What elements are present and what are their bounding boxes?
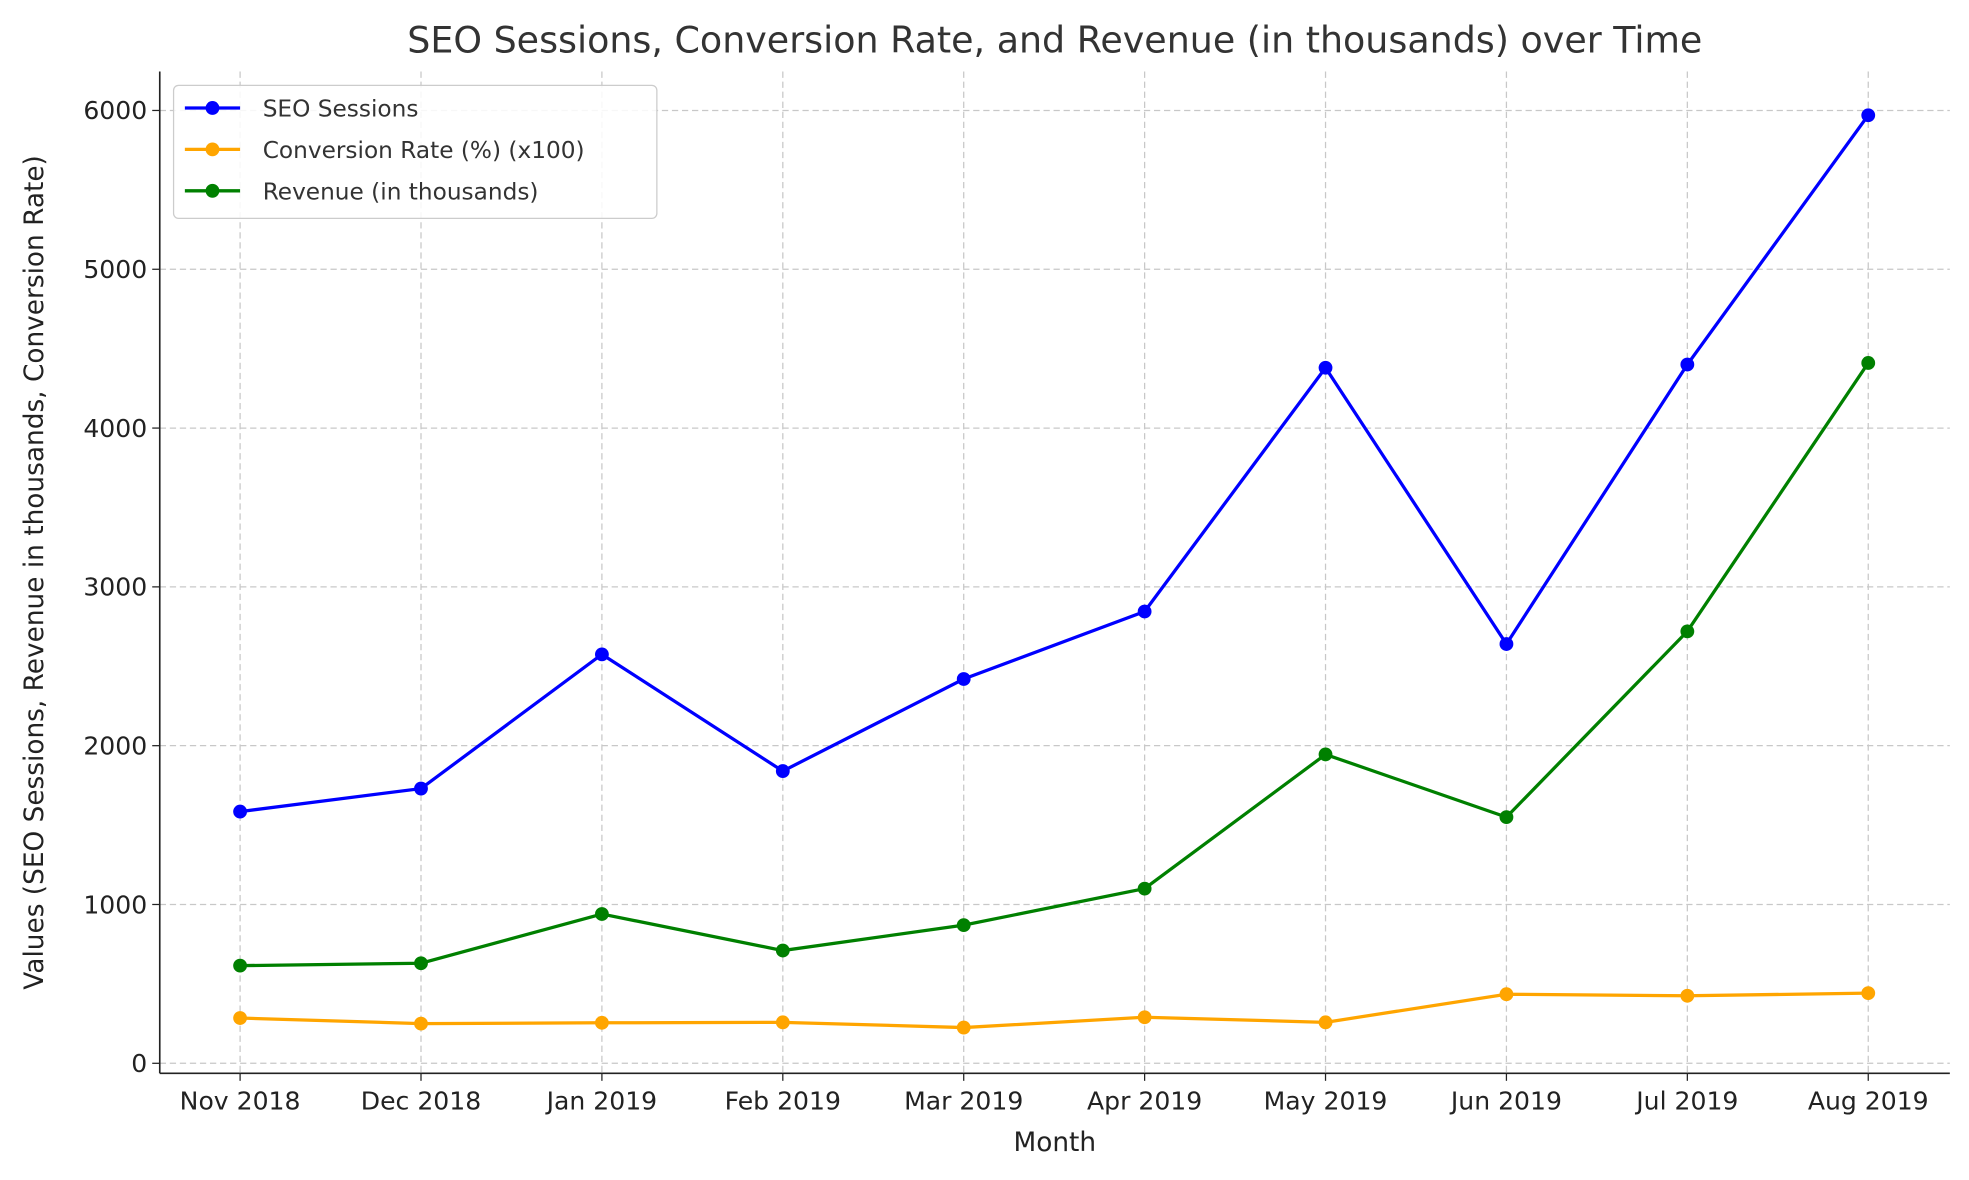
data-point: [233, 1011, 247, 1025]
data-point: [1137, 881, 1152, 896]
data-point: [414, 1016, 428, 1031]
x-tick-label: Mar 2019: [904, 1087, 1023, 1116]
legend-marker: [205, 101, 220, 115]
data-point: [1318, 360, 1333, 375]
data-point: [595, 1015, 609, 1030]
chart-title: SEO Sessions, Conversion Rate, and Reven…: [407, 19, 1702, 62]
data-point: [1318, 747, 1333, 762]
y-tick-label: 6000: [83, 96, 147, 125]
data-point: [1137, 1010, 1152, 1025]
data-point: [595, 907, 609, 921]
data-point: [233, 958, 247, 973]
data-point: [956, 672, 971, 686]
y-tick-label: 2000: [83, 731, 147, 760]
data-point: [1499, 987, 1514, 1002]
legend-label: Revenue (in thousands): [263, 179, 539, 206]
series-group: [233, 108, 1876, 1035]
x-axis-label: Month: [1013, 1128, 1096, 1158]
data-point: [414, 956, 428, 971]
data-point: [1861, 108, 1876, 123]
x-tick-label: Jan 2019: [545, 1087, 658, 1116]
y-tick-label: 3000: [83, 573, 147, 602]
legend-label: SEO Sessions: [263, 96, 419, 123]
x-tick-label: Feb 2019: [725, 1087, 841, 1116]
x-tick-label: Jun 2019: [1449, 1087, 1562, 1116]
grid: [159, 71, 1950, 1074]
data-point: [1318, 1015, 1333, 1030]
data-point: [1680, 988, 1695, 1003]
x-tick-label: Apr 2019: [1087, 1087, 1202, 1116]
y-tick-label: 5000: [83, 255, 147, 284]
y-tick-label: 0: [131, 1049, 147, 1078]
data-point: [956, 918, 971, 933]
x-tick-label: May 2019: [1264, 1087, 1388, 1116]
data-point: [1861, 986, 1876, 1001]
legend-label: Conversion Rate (%) (x100): [263, 137, 585, 164]
x-tick-label: Dec 2018: [361, 1087, 481, 1116]
data-point: [1680, 357, 1695, 372]
data-point: [1861, 356, 1876, 370]
data-point: [414, 781, 428, 796]
data-point: [1680, 624, 1695, 639]
y-tick-label: 1000: [83, 890, 147, 919]
y-axis-label: Values (SEO Sessions, Revenue in thousan…: [20, 155, 50, 990]
series-line: [239, 114, 1870, 814]
y-tick-label: 4000: [83, 414, 147, 443]
legend-marker: [205, 183, 220, 198]
data-point: [775, 764, 790, 778]
axes: Nov 2018 Dec 2018 Jan 2019 Feb 2019 Mar 2019…: [83, 71, 1950, 1116]
x-tick-label: Jul 2019: [1634, 1087, 1738, 1116]
x-tick-label: Aug 2019: [1808, 1087, 1929, 1116]
data-point: [1499, 810, 1514, 825]
data-point: [1137, 604, 1152, 619]
data-point: [775, 943, 790, 958]
x-tick-label: Nov 2018: [180, 1087, 301, 1116]
series-line: [240, 362, 1870, 968]
data-point: [956, 1020, 971, 1035]
data-point: [775, 1015, 790, 1030]
data-point: [233, 804, 247, 819]
legend: SEO Sessions Conversion Rate (%) (x100) Re…: [172, 84, 658, 220]
legend-marker: [205, 142, 220, 157]
series-line: [240, 991, 1869, 1030]
data-point: [595, 647, 609, 662]
data-point: [1499, 637, 1514, 651]
